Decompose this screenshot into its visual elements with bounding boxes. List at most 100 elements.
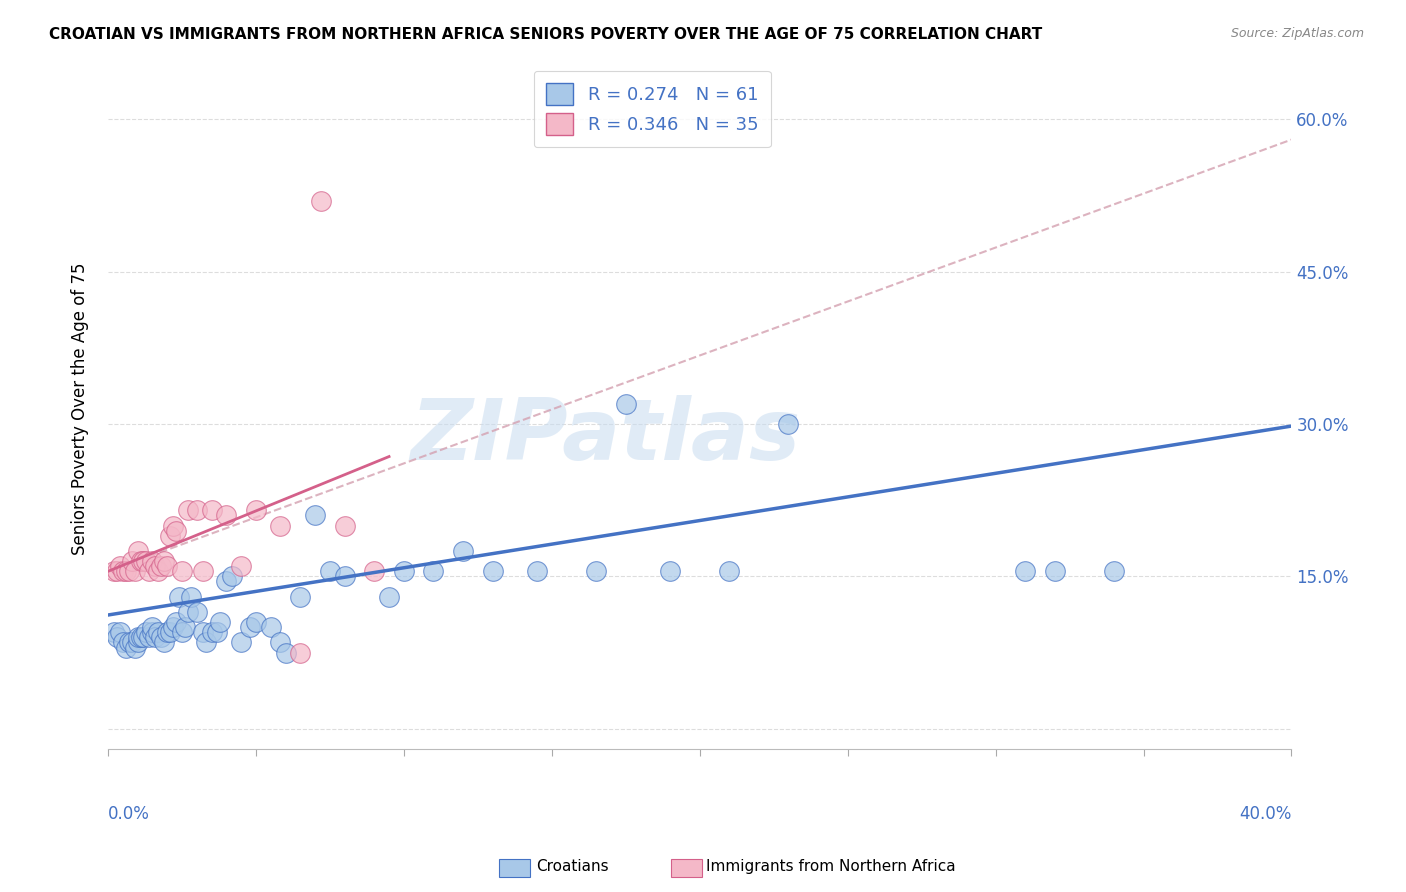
Point [153,554,176,568]
Point [124,640,146,655]
Point [162,518,184,533]
Point [156,625,179,640]
Point [177,503,200,517]
Point [274,646,297,660]
Point [180,590,202,604]
Point [141,625,163,640]
Point [148,565,170,579]
Point [269,518,291,533]
Text: Croatians: Croatians [536,859,609,873]
Point [135,625,157,640]
Point [127,631,149,645]
Point [138,565,160,579]
Point [481,565,503,579]
Point [138,631,160,645]
Point [194,635,217,649]
Point [121,635,143,649]
Point [200,503,222,517]
Point [333,518,356,533]
Point [186,605,208,619]
Point [209,615,232,629]
Point [118,565,141,579]
Text: Source: ZipAtlas.com: Source: ZipAtlas.com [1230,27,1364,40]
Point [718,565,741,579]
Point [245,503,267,517]
Point [1102,565,1125,579]
Point [114,640,136,655]
Text: Immigrants from Northern Africa: Immigrants from Northern Africa [706,859,956,873]
Point [150,631,173,645]
Point [118,635,141,649]
Point [108,559,131,574]
Point [156,559,179,574]
Point [141,554,163,568]
Point [105,631,128,645]
Text: ZIPatlas: ZIPatlas [411,394,800,477]
Point [290,646,312,660]
Point [191,625,214,640]
Point [129,631,152,645]
Point [1014,565,1036,579]
Point [135,554,157,568]
Point [165,524,187,538]
Point [129,554,152,568]
Point [121,554,143,568]
Text: 0.0%: 0.0% [108,805,150,823]
Point [148,625,170,640]
Point [114,565,136,579]
Point [215,508,238,523]
Point [108,625,131,640]
Legend: R = 0.274   N = 61, R = 0.346   N = 35: R = 0.274 N = 61, R = 0.346 N = 35 [534,70,770,147]
Point [363,565,385,579]
Point [143,631,166,645]
Point [105,565,128,579]
Point [167,590,190,604]
Point [231,635,253,649]
Point [150,559,173,574]
Point [186,503,208,517]
Point [1043,565,1066,579]
Point [191,565,214,579]
Point [451,544,474,558]
Point [132,554,155,568]
Point [231,559,253,574]
Point [124,565,146,579]
Point [392,565,415,579]
Point [239,620,262,634]
Y-axis label: Seniors Poverty Over the Age of 75: Seniors Poverty Over the Age of 75 [72,262,89,555]
Point [111,635,134,649]
Point [127,635,149,649]
Point [103,625,125,640]
Point [659,565,682,579]
Point [319,565,342,579]
Point [614,397,637,411]
Point [215,574,238,589]
Point [170,625,193,640]
Point [207,625,229,640]
Text: 40.0%: 40.0% [1239,805,1292,823]
Point [111,565,134,579]
Point [309,194,332,208]
Point [127,544,149,558]
Point [221,569,243,583]
Point [333,569,356,583]
Point [290,590,312,604]
Point [585,565,607,579]
Point [177,605,200,619]
Point [165,615,187,629]
Point [103,565,125,579]
Point [422,565,444,579]
Point [170,565,193,579]
Point [174,620,197,634]
Point [153,635,176,649]
Point [132,631,155,645]
Point [159,529,181,543]
Point [159,625,181,640]
Point [378,590,401,604]
Point [143,559,166,574]
Point [269,635,291,649]
Point [260,620,283,634]
Text: CROATIAN VS IMMIGRANTS FROM NORTHERN AFRICA SENIORS POVERTY OVER THE AGE OF 75 C: CROATIAN VS IMMIGRANTS FROM NORTHERN AFR… [49,27,1042,42]
Point [778,417,800,431]
Point [200,625,222,640]
